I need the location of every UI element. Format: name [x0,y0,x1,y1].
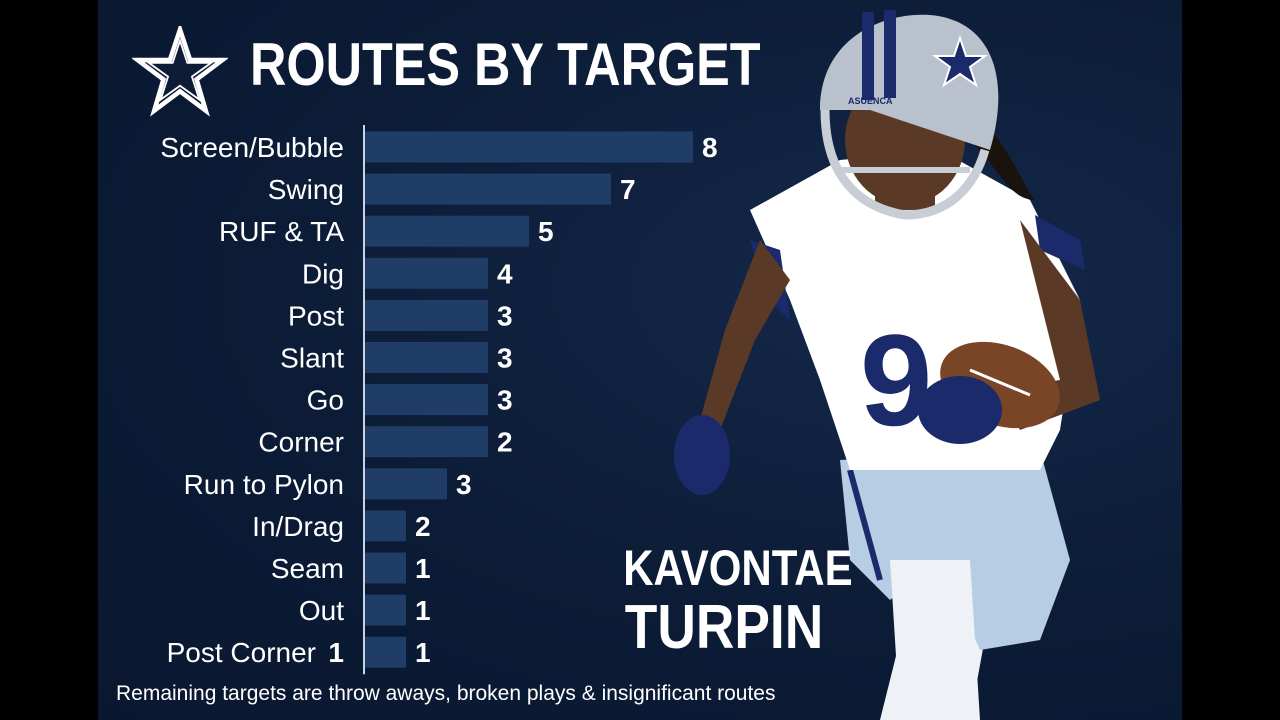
player-illustration: 9 ASUENCA [674,10,1100,720]
player-last-name: TURPIN [624,593,824,662]
bar [365,173,611,205]
data-label: 7 [620,174,636,205]
annotation-label: 1 [328,637,344,668]
facemask [820,109,990,220]
player-right-arm [1000,220,1100,430]
category-label: Dig [302,258,344,289]
category-label: Screen/Bubble [160,132,344,163]
bar [365,510,406,542]
data-label: 5 [538,216,554,247]
chart-title: ROUTES BY TARGET [250,31,761,98]
player-name: KAVONTAE TURPIN [604,538,853,662]
category-label: Slant [280,343,344,374]
player-left-arm [700,240,790,430]
star-logo-icon [132,26,228,117]
bar [365,636,406,668]
bar [365,552,406,584]
bar [365,215,529,247]
category-label: Run to Pylon [184,469,344,500]
player-left-glove [674,415,730,495]
category-label: Post Corner [167,637,316,668]
category-label: RUF & TA [219,216,344,247]
category-label: Seam [271,553,344,584]
bar [365,342,488,373]
data-label: 4 [497,258,513,289]
player-pants [840,450,1070,650]
category-label: Swing [268,174,344,205]
helmet-star-icon [931,34,989,88]
data-label: 8 [702,132,718,163]
bar [365,384,488,416]
data-label: 3 [497,300,513,331]
bar [365,594,406,626]
helmet-text: ASUENCA [848,96,893,106]
bar [365,299,488,331]
bar [365,468,447,500]
data-label: 3 [497,343,513,374]
data-label: 2 [415,511,431,542]
bar [365,131,693,163]
player-right-glove [918,376,1002,444]
category-label: Out [299,595,344,626]
category-label: Go [307,385,344,416]
player-first-name: KAVONTAE [623,540,853,596]
bar [365,426,488,458]
category-label: Corner [258,427,344,458]
data-label: 2 [497,427,513,458]
chart-footnote: Remaining targets are throw aways, broke… [116,682,776,705]
data-label: 1 [415,637,431,668]
bar [365,257,488,289]
player-front-leg [890,560,980,720]
category-label: Post [288,300,344,331]
jersey-number: 9 [860,307,932,453]
category-label: In/Drag [252,511,344,542]
data-label: 3 [497,385,513,416]
data-label: 1 [415,595,431,626]
bar-chart: Screen/Bubble 8 Swing 7 RUF & TA 5 Dig 4 Post 3 Sl… [160,125,718,675]
data-label: 3 [456,469,472,500]
data-label: 1 [415,553,431,584]
